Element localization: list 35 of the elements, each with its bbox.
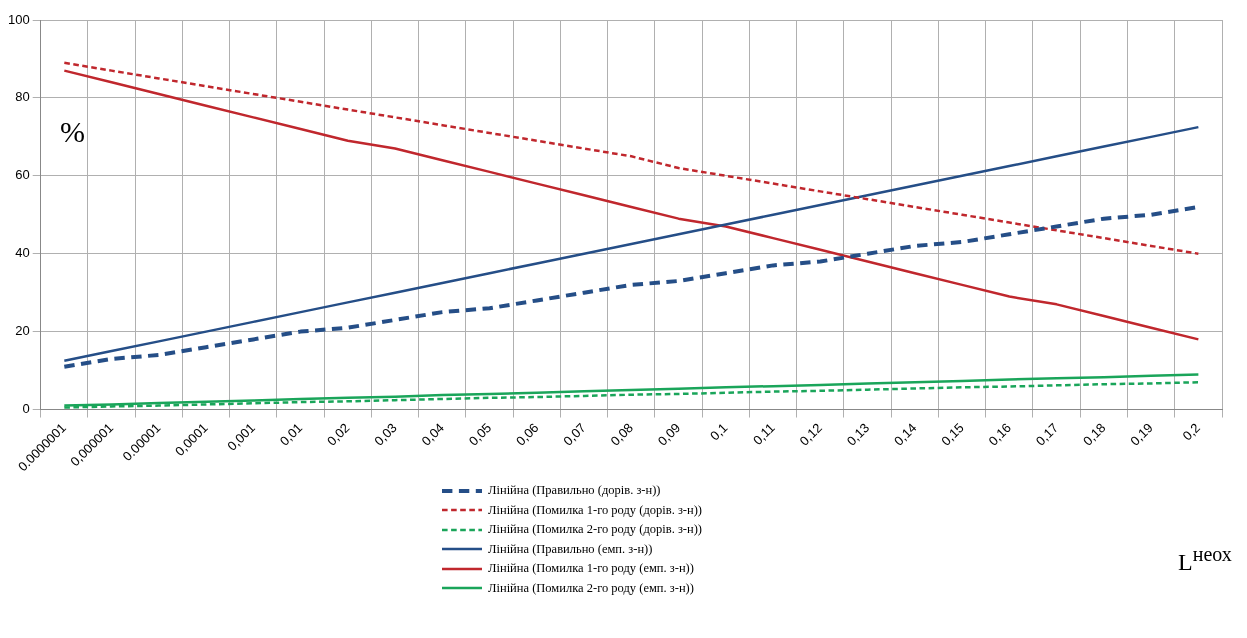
x-tick-label: 0,06: [512, 420, 542, 449]
x-tick-label: 0,1: [707, 420, 731, 444]
line-series: [63, 61, 1200, 255]
legend-label: Лінійна (Правильно (дорів. з-н)): [488, 482, 661, 499]
y-tick-label: 60: [15, 167, 30, 183]
legend-label: Лінійна (Помилка 2-го роду (дорів. з-н)): [488, 521, 703, 538]
x-tick-label: 0,11: [749, 420, 778, 448]
x-tick-label: 0,14: [891, 420, 920, 449]
y-tick-label: 100: [7, 11, 30, 27]
x-tick-label: 0,05: [465, 420, 495, 449]
text: L$^{неох}$: [1178, 543, 1232, 576]
x-tick-label: 0,01: [276, 420, 306, 449]
y-tick-label: 20: [15, 323, 30, 339]
x-tick-label: 0,16: [985, 420, 1015, 449]
x-tick-label: 0,04: [418, 420, 447, 449]
annotation: %: [60, 115, 85, 149]
y-tick-label: 0: [22, 401, 30, 417]
x-tick-label: 0,08: [607, 420, 636, 449]
x-tick-label: 0,19: [1127, 420, 1156, 449]
x-tick-label: 0,2: [1179, 420, 1204, 444]
x-tick-label: 0,17: [1032, 420, 1062, 449]
x-tick-label: 0,13: [843, 420, 873, 449]
x-tick-label: 0,03: [371, 420, 400, 449]
y-tick-label: 40: [15, 245, 30, 261]
legend-label: Лінійна (Помилка 1-го роду (дорів. з-н)): [488, 501, 703, 519]
legend-label: Лінійна (Правильно (емп. з-н)): [488, 540, 653, 558]
y-tick-label: 80: [15, 89, 30, 105]
x-tick-label: 0,07: [560, 420, 589, 449]
legend-label: Лінійна (Помилка 2-го роду (емп. з-н)): [488, 579, 694, 597]
x-tick-label: 0,15: [938, 420, 967, 449]
x-tick-label: 0,12: [796, 420, 826, 449]
x-tick-label: 0,02: [323, 420, 353, 449]
legend-label: Лінійна (Помилка 1-го роду (емп. з-н)): [488, 560, 694, 577]
x-tick-label: 0,09: [654, 420, 684, 449]
x-tick-label: 0,18: [1080, 420, 1109, 449]
